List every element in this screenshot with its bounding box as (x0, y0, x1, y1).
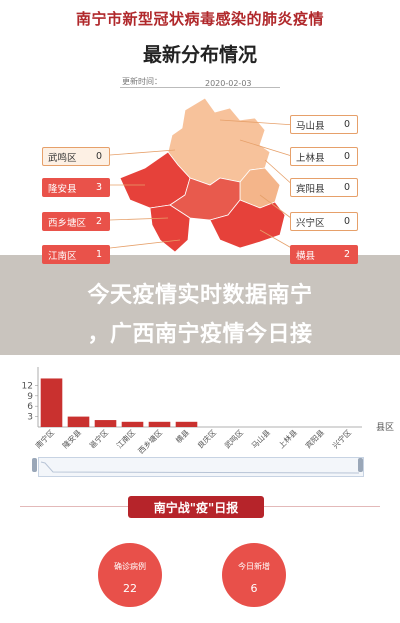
x-tick-label: 江南区 (114, 427, 137, 450)
x-tick-label: 南宁区 (33, 427, 56, 450)
district-count: 0 (343, 182, 351, 193)
slider-preview-line (40, 461, 360, 474)
district-box-left-2: 西乡塘区 2 (42, 212, 110, 231)
district-name: 兴宁区 (296, 217, 325, 229)
bar (40, 378, 63, 427)
district-name: 江南区 (48, 250, 77, 262)
overlay-headline-1: 今天疫情实时数据南宁 (87, 283, 313, 308)
x-tick-label: 兴宁区 (330, 427, 353, 450)
district-name: 宾阳县 (296, 183, 325, 195)
y-tick-label: 9 (27, 392, 33, 402)
district-box-right-2: 宾阳县 0 (290, 178, 358, 197)
y-tick-label: 6 (27, 402, 33, 412)
district-count: 0 (343, 119, 351, 130)
district-box-right-4: 横县 2 (290, 245, 358, 264)
bar (94, 420, 117, 427)
slider-handle-left[interactable] (32, 458, 37, 472)
new-cases-circle: 今日新增 6 (222, 543, 286, 607)
district-box-left-3: 江南区 1 (42, 245, 110, 264)
slider-handle-right[interactable] (358, 458, 363, 472)
x-tick-label: 宾阳县 (303, 427, 326, 450)
district-count: 2 (343, 249, 351, 260)
daily-report-banner: 南宁战"疫"日报 (128, 496, 264, 518)
district-count: 2 (95, 216, 103, 227)
map-region-southeast (209, 199, 286, 249)
x-tick-label: 西乡塘区 (136, 427, 165, 456)
district-name: 隆安县 (48, 183, 77, 195)
district-box-right-1: 上林县 0 (290, 147, 358, 166)
bar (121, 421, 144, 427)
bar (67, 416, 90, 427)
district-map (109, 97, 296, 253)
x-tick-label: 良庆区 (195, 427, 218, 450)
overlay-headline-2: ，广西南宁疫情今日接 (87, 322, 313, 347)
update-label: 更新时间： (122, 77, 162, 86)
district-name: 马山县 (296, 120, 325, 132)
district-name: 西乡塘区 (48, 217, 87, 229)
x-tick-label: 马山县 (249, 427, 272, 450)
district-count: 3 (95, 182, 103, 193)
confirmed-label: 确诊病例 (114, 562, 146, 571)
district-name: 武鸣区 (48, 152, 77, 164)
x-tick-label: 邕宁区 (87, 427, 110, 450)
new-value: 6 (250, 582, 258, 595)
bar (175, 421, 198, 427)
y-tick-label: 12 (22, 381, 33, 391)
district-count: 1 (95, 249, 103, 260)
y-tick-label: 3 (27, 413, 33, 423)
title-overlay (0, 255, 400, 355)
chart-zoom-slider[interactable] (38, 457, 364, 477)
district-name: 横县 (296, 250, 316, 262)
x-tick-label: 隆安县 (60, 427, 83, 450)
confirmed-value: 22 (123, 582, 137, 595)
x-tick-label: 横县 (173, 427, 191, 445)
district-name: 上林县 (296, 152, 325, 164)
page-subtitle: 最新分布情况 (142, 44, 257, 66)
new-label: 今日新增 (238, 562, 270, 571)
district-count: 0 (343, 216, 351, 227)
district-box-right-3: 兴宁区 0 (290, 212, 358, 231)
district-count: 0 (95, 151, 103, 162)
district-box-right-0: 马山县 0 (290, 115, 358, 134)
update-date: 2020-02-03 (205, 79, 252, 88)
update-divider (120, 87, 280, 88)
page-title: 南宁市新型冠状病毒感染的肺炎疫情 (75, 10, 324, 28)
bar (148, 421, 171, 427)
x-tick-label: 上林县 (276, 427, 299, 450)
map-region-center (169, 177, 241, 221)
x-axis-label: 县区 (376, 422, 394, 433)
district-box-left-0: 武鸣区 0 (42, 147, 110, 166)
district-count: 0 (343, 151, 351, 162)
x-tick-label: 武鸣区 (222, 427, 245, 450)
district-box-left-1: 隆安县 3 (42, 178, 110, 197)
confirmed-cases-circle: 确诊病例 22 (98, 543, 162, 607)
